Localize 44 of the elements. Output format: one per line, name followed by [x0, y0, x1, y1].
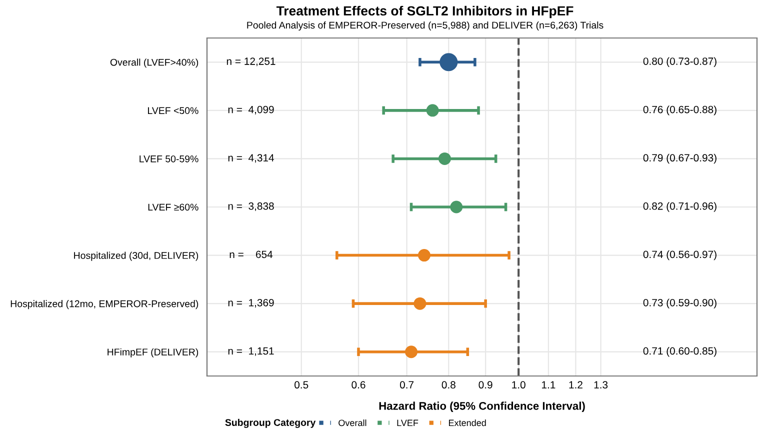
legend-title: Subgroup Category — [225, 418, 316, 428]
annotation: 0.73 (0.59-0.90) — [643, 298, 716, 308]
chart-title: Treatment Effects of SGLT2 Inhibitors in HFpEF — [276, 6, 574, 18]
point — [418, 249, 430, 262]
y-tick-label: LVEF ≥60% — [148, 204, 198, 211]
y-tick-label: LVEF <50% — [148, 107, 198, 114]
x-tick-label: 0.9 — [478, 381, 492, 389]
annotation: 0.74 (0.56-0.97) — [643, 250, 716, 260]
x-tick-label: 0.8 — [442, 381, 456, 389]
legend-label: LVEF — [397, 420, 418, 426]
chart-subtitle: Pooled Analysis of EMPEROR-Preserved (n=5,988) and DELIVER (n=6,263) Trials — [247, 21, 604, 31]
annotation: n = 4,099 — [228, 106, 274, 114]
point — [438, 152, 451, 165]
x-tick-label: 0.7 — [400, 381, 414, 389]
point — [440, 53, 458, 72]
annotation: n = 3,838 — [228, 202, 274, 212]
point — [414, 297, 426, 310]
annotation: n = 654 — [230, 250, 273, 258]
point — [426, 104, 439, 117]
y-tick-label: HFimpEF (DELIVER) — [108, 348, 198, 358]
legend-label: Overall — [338, 419, 366, 426]
x-tick-label: 1.0 — [512, 381, 526, 389]
y-tick-label: LVEF 50-59% — [140, 155, 198, 162]
annotation: 0.71 (0.60-0.85) — [643, 347, 716, 357]
annotation: n = 1,151 — [228, 347, 274, 356]
x-tick-label: 1.1 — [542, 381, 556, 388]
annotation: 0.82 (0.71-0.96) — [643, 202, 716, 212]
annotation: 0.79 (0.67-0.93) — [643, 154, 716, 164]
annotation: n = 1,369 — [228, 298, 274, 308]
x-tick-label: 1.3 — [594, 381, 608, 389]
point — [450, 200, 463, 214]
y-tick-label: Hospitalized (12mo, EMPEROR-Preserved) — [10, 300, 198, 310]
x-tick-label: 0.6 — [352, 381, 366, 389]
legend-label: Extended — [448, 419, 486, 426]
x-axis-title: Hazard Ratio (95% Confidence Interval) — [379, 402, 585, 412]
point — [405, 346, 418, 358]
annotation: 0.80 (0.73-0.87) — [643, 57, 716, 67]
annotation: n = 12,251 — [226, 58, 276, 66]
annotation: 0.76 (0.65-0.88) — [643, 106, 716, 116]
x-tick-label: 0.5 — [294, 381, 308, 389]
annotation: n = 4,314 — [228, 154, 274, 163]
y-tick-label: Hospitalized (30d, DELIVER) — [74, 252, 198, 261]
y-tick-label: Overall (LVEF>40%) — [110, 58, 198, 68]
x-tick-label: 1.2 — [569, 381, 582, 388]
